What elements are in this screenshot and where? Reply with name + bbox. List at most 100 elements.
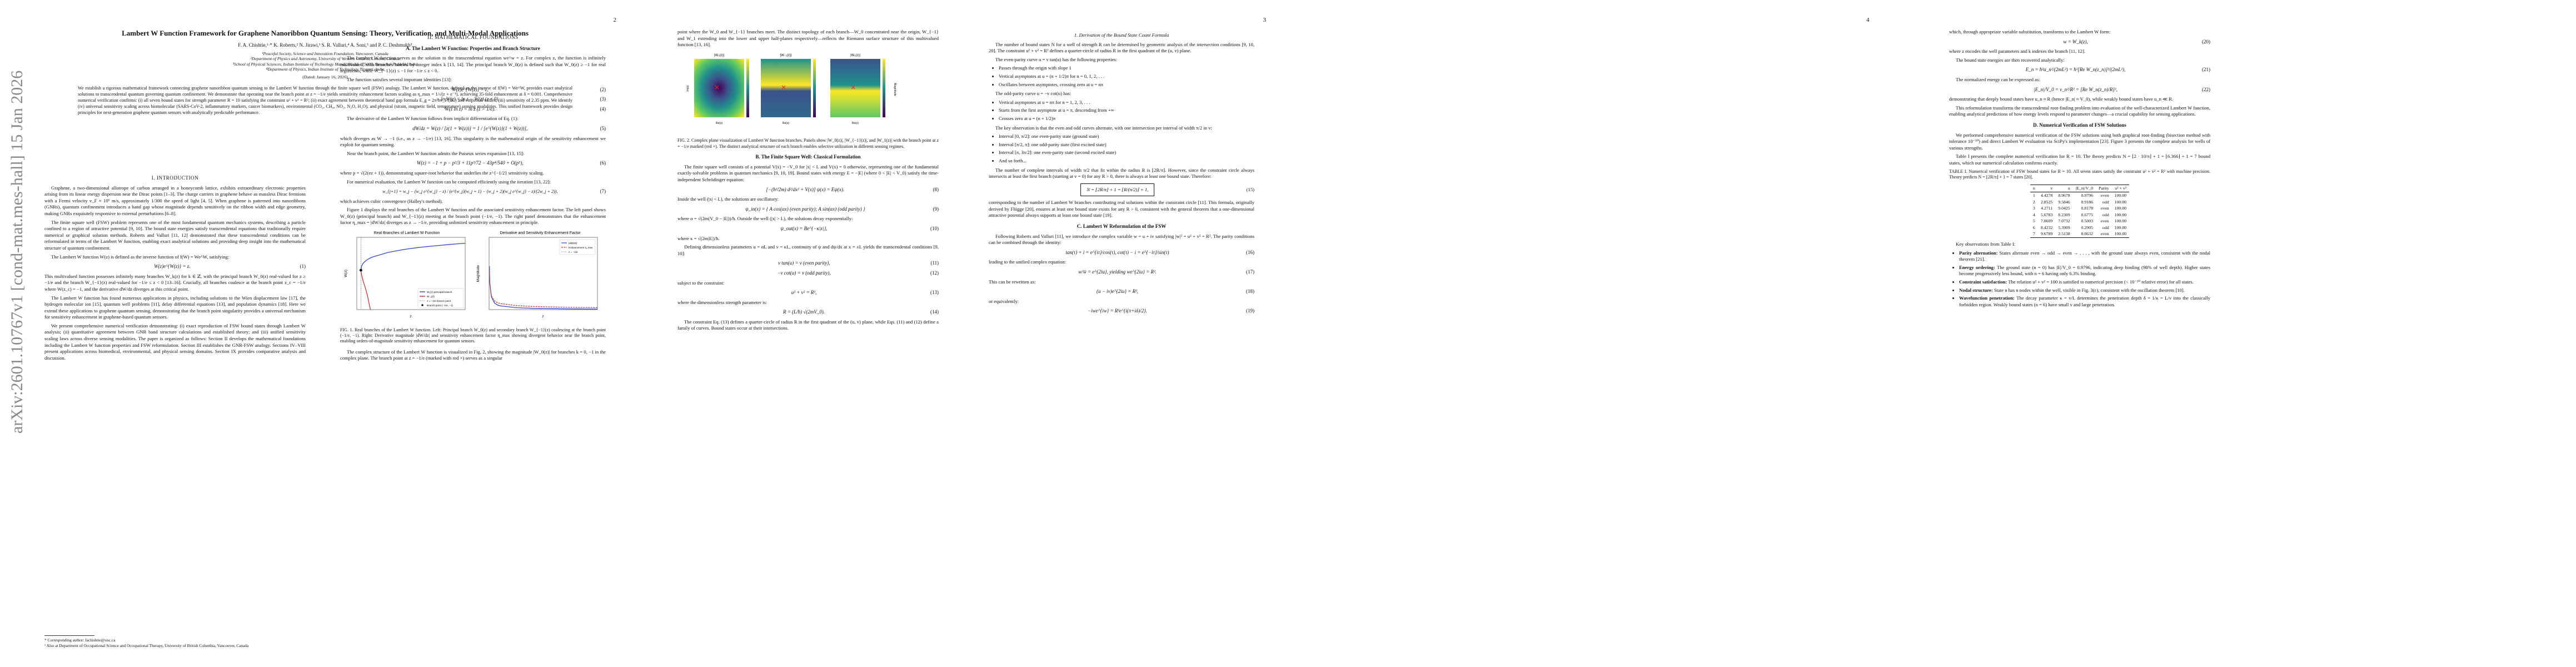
table-cell: even	[2100, 231, 2109, 237]
fig1-left-legend-1: W₀(z) principal branch	[427, 291, 452, 293]
svg-text:Re(z): Re(z)	[852, 122, 859, 125]
table-cell: 5.6783	[2040, 212, 2053, 217]
table-cell: 100.00	[2114, 192, 2127, 198]
paragraph: which, through appropriate variable subs…	[1949, 29, 2111, 34]
paragraph: where the dimensionless strength paramet…	[677, 299, 768, 305]
affiliation-1: ¹Peaceful Society, Science and Innovatio…	[262, 51, 388, 56]
paragraph: Near the branch point, the Lambert W fun…	[347, 150, 525, 156]
table-cell: 0.5003	[2081, 218, 2093, 224]
fig1-right-legend-1: |dW/dz|	[569, 242, 577, 245]
page-number: 4	[1866, 17, 1870, 23]
svg-text:Re(z): Re(z)	[783, 122, 790, 125]
fig2-title-2: |W₋₁(z)|	[780, 54, 792, 57]
figure-2: |W₀(z)| |W₋₁(z)| |W₁(z)| Magnitude Re(z)…	[686, 54, 896, 125]
paragraph: The Lambert W function W(z) is defined a…	[51, 253, 230, 260]
branch-point-marker	[359, 268, 362, 272]
table-row: 2 2.8525 9.5846 0.9186 odd 100.00	[2030, 199, 2129, 206]
paragraph: Key observations from Table I:	[1956, 241, 2016, 247]
fig2-title-1: |W₀(z)|	[714, 54, 725, 57]
paragraph: For numerical evaluation, the Lambert W …	[347, 178, 551, 185]
page4-left-column: which, through appropriate variable subs…	[1949, 29, 2210, 311]
paragraph: demonstrating that deeply bound states h…	[1949, 96, 2174, 102]
table-cell: 100.00	[2114, 199, 2127, 205]
interval-list: Interval [0, π/2]: one even-parity state…	[989, 133, 1254, 164]
equation-1: W(z)e^{W(z)} = z. (1)	[154, 263, 306, 270]
affiliation-2: ²Department of Physics and Astronomy, Un…	[250, 56, 400, 62]
equation-9: ψ_in(x) = { A cos(αx) (even parity); A s…	[745, 206, 939, 212]
equation-22: |E_n|/V_0 = v_n²/R² = [Re W_n(z_n)/R]²,(…	[2034, 86, 2210, 92]
equation-11: v tan(u) = v (even parity), (11)	[778, 260, 939, 266]
table-cell: 2.8525	[2040, 199, 2053, 205]
fig1-right-ylabel: Magnitude	[476, 265, 480, 282]
fig2-title-3: |W₁(z)|	[850, 54, 860, 57]
equation-12: −v cot(u) = v (odd parity), (12)	[777, 270, 939, 276]
table-cell: 7.0732	[2058, 218, 2070, 224]
table-cell: 4.2711	[2041, 206, 2053, 211]
paragraph: We present comprehensive numerical verif…	[44, 322, 306, 361]
table-cell: 4	[2032, 212, 2035, 217]
affiliation-3: ³School of Physical Sciences, Indian Ins…	[232, 61, 418, 67]
dated-line: (Dated: January 16, 2026)	[302, 74, 348, 79]
fig2-colorbar-3	[883, 58, 885, 117]
list-item: Interval [π, 3π/2]: one even-parity stat…	[999, 150, 1254, 156]
paragraph: Inside the well (|x| < L), the solutions…	[677, 196, 779, 202]
fig2-panel-w1	[830, 58, 880, 117]
equation-5: dW/dz = W(z) / [z(1 + W(z))] = 1 / [e^{W…	[412, 125, 606, 131]
fig1-left-xlabel: z	[410, 315, 411, 318]
paragraph: Graphene, a two-dimensional allotrope of…	[44, 185, 306, 216]
table-cell: 100.00	[2114, 225, 2127, 230]
table-cell: 3	[2032, 206, 2035, 211]
section-heading-intro: I. INTRODUCTION	[151, 175, 199, 181]
odd-parity-list: Vertical asymptotes at u = nπ for n = 1,…	[989, 99, 1254, 122]
table-cell: 6	[2032, 225, 2035, 230]
list-item: Oscillates between asymptotes, crossing …	[999, 82, 1254, 88]
equation-14: R = (L/ħ) √(2mV_0). (14)	[783, 309, 939, 315]
paragraph: leading to the unified complex equation:	[989, 259, 1067, 265]
table-cell: even	[2100, 192, 2109, 198]
fig1-left-legend-3: z = −1/e branch point	[427, 300, 451, 302]
table-header: v	[2050, 186, 2053, 191]
table-row: 3 4.2711 9.0425 0.8178 even 100.00	[2030, 205, 2129, 212]
fig2-panel-w0	[694, 58, 744, 117]
paragraph: where α = √(2m(V_0 − |E|))/ħ. Outside th…	[677, 216, 853, 222]
equation-19: −iwe^{iw} = R²e^{i(π+iδ)/2}. (19)	[1088, 308, 1254, 314]
paragraph: The finite square well (FSW) problem rep…	[44, 219, 306, 251]
fig2-colorbar-1	[746, 58, 749, 117]
fig1-right-legend-2: Enhancement η_max	[569, 246, 593, 249]
section-heading-math: II. MATHEMATICAL FOUNDATIONS	[427, 34, 519, 40]
list-item: Interval [π/2, π]: one odd-parity state …	[999, 142, 1254, 148]
paragraph: Table I presents the complete numerical …	[1949, 153, 2210, 166]
equation-16: tan(τ) + i = e^{iτ}/cos(τ), cot(τ) − i =…	[1065, 249, 1254, 255]
paragraph: where κ = √(2m|E|)/ħ.	[677, 235, 720, 241]
equation-17: w/w̄ = e^{2iu}, yielding we^{2iu} = R².(…	[1078, 269, 1254, 275]
page2-left-column: point where the W_0 and W_{−1} branches …	[677, 29, 939, 334]
list-item: Vertical asymptotes at u = (n + 1/2)π fo…	[999, 73, 1254, 80]
list-item: Starts from the first asymptote at u = π…	[999, 107, 1254, 114]
subsection-heading-a: A. The Lambert W Function: Properties an…	[406, 45, 540, 51]
page-number: 3	[1263, 17, 1267, 23]
list-item: Interval [0, π/2]: one even-parity state…	[999, 133, 1254, 140]
table-header: u	[2067, 186, 2070, 191]
paragraph: This multivalued function possesses infi…	[44, 273, 306, 292]
table-cell: 5.3909	[2058, 225, 2070, 230]
table-cell: 100.00	[2114, 231, 2127, 237]
paragraph: We performed comprehensive numerical ver…	[1949, 132, 2210, 151]
paragraph: Following Roberts and Valluri [11], we i…	[989, 233, 1254, 246]
subsection-heading-b: B. The Finite Square Well: Classical For…	[755, 154, 861, 160]
equation-2: W(z)e^{W(z)} = z, (2)	[452, 86, 606, 92]
fig1-right-xlabel: z	[542, 315, 544, 318]
fig2-panel-wm1	[761, 58, 811, 117]
figure-2-caption: FIG. 2. Complex plane visualization of L…	[677, 138, 939, 149]
figure-1-caption: FIG. 1. Real branches of the Lambert W f…	[340, 327, 606, 344]
footnote-corresponding: * Corresponding author: fachishtie@sisc.…	[44, 638, 116, 643]
table-cell: 100.00	[2114, 218, 2127, 224]
paragraph: This can be rewritten as:	[989, 278, 1036, 285]
subsection-heading-d: D. Numerical Verification of FSW Solutio…	[2033, 122, 2126, 128]
equation-4: W(z ln z) = ln z (z > 1/e). (4)	[445, 106, 606, 112]
table-cell: 5	[2032, 218, 2035, 224]
table-header: Parity	[2099, 186, 2109, 191]
paragraph: The Lambert W function has found numerou…	[44, 295, 306, 320]
paragraph: The number of bound states N for a well …	[989, 41, 1254, 54]
table-cell: odd	[2102, 199, 2109, 205]
paragraph: The constraint Eq. (13) defines a quarte…	[677, 318, 939, 331]
